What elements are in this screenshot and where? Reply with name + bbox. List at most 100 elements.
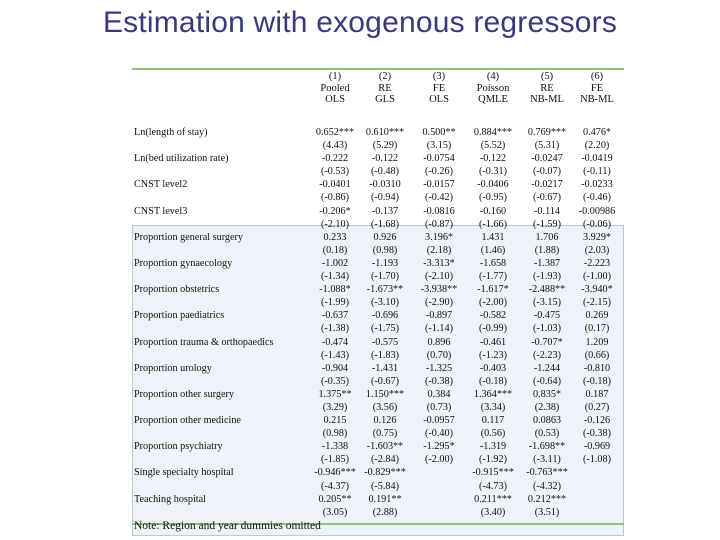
table-cell: (-2.10): [424, 271, 453, 283]
table-cell: (3.56): [372, 401, 398, 413]
table-row: Proportion paediatrics -0.637 -0.696 -0.897…: [132, 309, 624, 322]
table-cell: (5.52): [480, 140, 506, 152]
table-top-rule: [132, 68, 624, 70]
table-cell: 0.215: [323, 415, 347, 427]
table-cell: -1.325: [425, 362, 453, 374]
table-cell: -0.114: [534, 205, 560, 217]
table-cell: (1.46): [480, 244, 506, 256]
table-cell: (2.03): [584, 244, 610, 256]
table-row: (-4.37) (-5.84) (-4.73) (-4.32): [132, 480, 624, 493]
table-cell: (-0.31): [478, 166, 507, 178]
table-cell: -1.338: [321, 441, 349, 453]
table-cell: (0.98): [322, 428, 348, 440]
column-header-line: FE: [432, 82, 446, 94]
table-row: (3.29) (3.56) (0.73) (3.34) (2.38) (0.27): [132, 401, 624, 414]
table-cell: (-2.90): [424, 297, 453, 309]
column-header-line: RE: [378, 82, 392, 94]
table-cell: (0.27): [584, 401, 610, 413]
column-header-line: RE: [540, 82, 554, 94]
table-cell: (3.05): [322, 506, 348, 518]
table-cell: -0.0310: [369, 179, 401, 191]
table-row: (-1.38) (-1.75) (-1.14) (-0.99) (-1.03) (0.17…: [132, 322, 624, 335]
table-cell: -1.193: [371, 257, 399, 269]
row-label: Proportion trauma & orthopaedics: [134, 336, 274, 348]
table-cell: -0.575: [371, 336, 399, 348]
table-cell: -0.0401: [319, 179, 351, 191]
table-row: Proportion urology -0.904 -1.431 -1.325 -0.4…: [132, 362, 624, 375]
table-cell: -1.617*: [477, 284, 509, 296]
row-label: Proportion paediatrics: [134, 310, 225, 322]
table-row: Ln(length of stay) 0.652*** 0.610*** 0.500*…: [132, 126, 624, 139]
table-cell: (-1.70): [370, 271, 399, 283]
table-cell: 0.205**: [318, 493, 352, 505]
table-cell: (-1.08): [582, 454, 611, 466]
table-cell: (-3.11): [533, 454, 561, 466]
table-row: (-0.35) (-0.67) (-0.38) (-0.18) (-0.64) (-0.1…: [132, 375, 624, 388]
table-cell: (-0.67): [370, 375, 399, 387]
row-label: CNST level2: [134, 179, 188, 191]
table-cell: (0.66): [584, 349, 610, 361]
table-cell: -0.707*: [531, 336, 563, 348]
table-cell: -0.696: [371, 310, 399, 322]
table-cell: (-1.93): [532, 271, 561, 283]
table-row: (0.98) (0.75) (-0.40) (0.56) (0.53) (-0.38): [132, 427, 624, 440]
table-cell: 0.926: [373, 231, 397, 243]
table-row: Proportion obstetrics -1.088* -1.673** -3.9…: [132, 283, 624, 296]
column-header-line: GLS: [375, 94, 395, 105]
table-note: Note: Region and year dummies omitted: [134, 520, 321, 532]
table-cell: -0.946***: [314, 467, 356, 479]
table-cell: (-0.64): [532, 375, 561, 387]
table-cell: -0.637: [321, 310, 349, 322]
table-cell: (-1.99): [320, 297, 349, 309]
table-cell: -1.088*: [319, 284, 351, 296]
table-cell: (-2.10): [320, 218, 349, 230]
column-header-line: (3): [432, 71, 446, 82]
table-cell: (-1.85): [320, 454, 349, 466]
table-cell: (-0.95): [478, 192, 507, 204]
table-cell: 0.476*: [582, 127, 611, 138]
table-row: (-1.99) (-3.10) (-2.90) (-2.00) (-3.15) (-2.1…: [132, 296, 624, 309]
table-cell: (3.15): [426, 140, 452, 152]
table-cell: (-3.10): [370, 297, 399, 309]
column-header-line: FE: [590, 82, 604, 94]
table-cell: (-1.43): [320, 349, 349, 361]
table-cell: -0.160: [479, 205, 507, 217]
row-label: CNST level3: [134, 205, 188, 217]
table-cell: -0.904: [321, 362, 349, 374]
table-cell: 1.150***: [365, 388, 405, 400]
table-cell: (0.17): [584, 323, 610, 335]
table-cell: 1.364***: [473, 388, 513, 400]
column-header-line: (2): [378, 71, 392, 82]
row-label: Ln(length of stay): [134, 127, 208, 138]
table-cell: (-1.92): [478, 454, 507, 466]
table-cell: 0.769***: [527, 127, 567, 138]
table-cell: (5.29): [372, 140, 398, 152]
table-cell: -1.002: [321, 257, 349, 269]
table-cell: 0.610***: [365, 127, 405, 138]
table-cell: (-0.11): [583, 166, 611, 178]
table-row: CNST level2 -0.0401 -0.0310 -0.0157 -0.0406 -…: [132, 178, 624, 191]
column-header-line: QMLE: [478, 94, 508, 105]
table-cell: 3.929*: [582, 231, 611, 243]
table-cell: (-2.00): [424, 454, 453, 466]
table-bottom-rule: [132, 523, 624, 525]
table-cell: -1.603**: [366, 441, 404, 453]
table-cell: (-1.34): [320, 271, 349, 283]
row-label: Single specialty hospital: [134, 467, 234, 479]
table-cell: (0.56): [480, 428, 506, 440]
column-header-line: Pooled: [320, 82, 350, 94]
table-row: Proportion gynaecology -1.002 -1.193 -3.313…: [132, 257, 624, 270]
table-cell: -3.940*: [581, 284, 613, 296]
table-cell: (-0.87): [424, 218, 453, 230]
table-row: (3.05) (2.88) (3.40) (3.51): [132, 506, 624, 519]
table-cell: 0.187: [585, 388, 609, 400]
table-cell: 0.191**: [368, 493, 402, 505]
table-cell: -1.244: [533, 362, 561, 374]
table-cell: (-0.42): [424, 192, 453, 204]
table-cell: -0.122: [371, 153, 399, 165]
table-cell: -0.0816: [423, 205, 455, 217]
table-cell: -1.387: [533, 257, 561, 269]
table-cell: 0.212***: [527, 493, 567, 505]
column-header-line: (5): [540, 71, 554, 82]
column-header: (6) FE NB-ML: [570, 71, 624, 106]
